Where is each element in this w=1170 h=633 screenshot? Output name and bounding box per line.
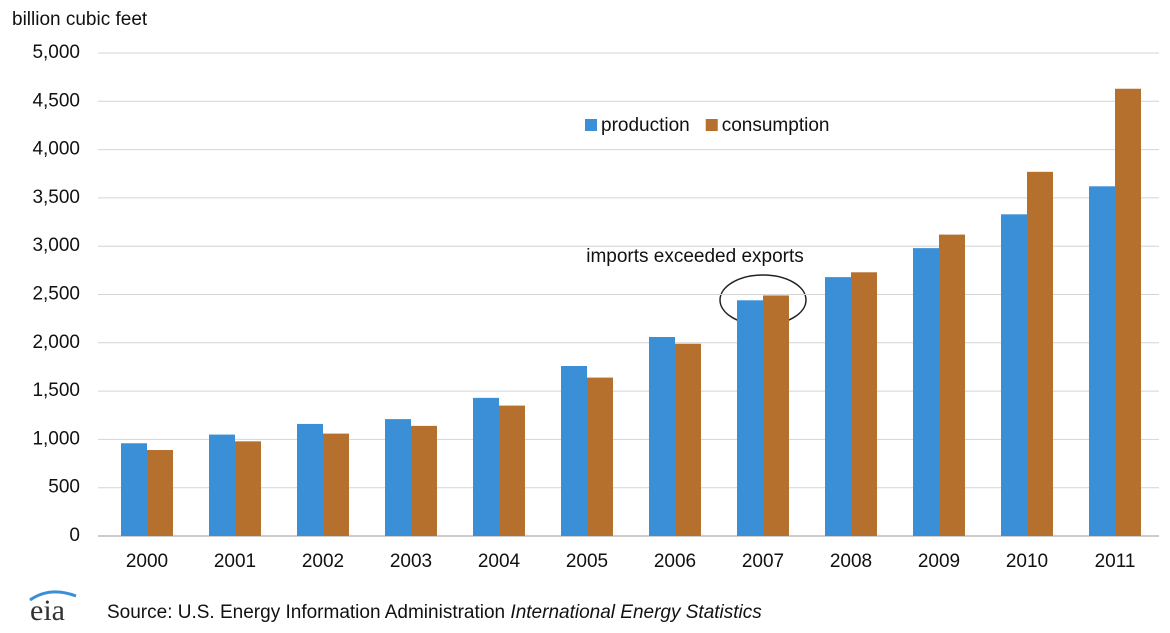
- bar: [1027, 171, 1053, 536]
- bar: [561, 365, 587, 536]
- bar: [737, 300, 763, 536]
- bar: [851, 272, 877, 536]
- x-tick-label: 2010: [1006, 551, 1048, 572]
- bar: [1115, 88, 1141, 536]
- y-tick-label: 2,500: [32, 284, 80, 305]
- bar: [411, 425, 437, 536]
- x-tick-label: 2007: [742, 551, 784, 572]
- bar: [1001, 214, 1027, 536]
- bar: [825, 277, 851, 536]
- x-tick-label: 2000: [126, 551, 168, 572]
- bar: [297, 423, 323, 536]
- bar: [649, 337, 675, 536]
- x-tick-label: 2006: [654, 551, 696, 572]
- legend-label: production: [601, 115, 690, 136]
- y-tick-label: 4,000: [32, 139, 80, 160]
- y-tick-label: 5,000: [32, 42, 80, 63]
- bar: [587, 377, 613, 536]
- x-tick-label: 2004: [478, 551, 521, 572]
- x-tick-label: 2003: [390, 551, 432, 572]
- y-tick-label: 0: [69, 525, 80, 546]
- x-tick-label: 2008: [830, 551, 872, 572]
- legend-swatch: [585, 119, 597, 131]
- bar: [763, 295, 789, 536]
- x-tick-label: 2005: [566, 551, 608, 572]
- bar: [913, 248, 939, 536]
- bar: [1089, 186, 1115, 537]
- bar: [121, 443, 147, 536]
- y-tick-label: 4,500: [32, 90, 80, 111]
- x-tick-label: 2009: [918, 551, 960, 572]
- source: Source: U.S. Energy Information Administ…: [107, 602, 762, 623]
- x-tick-label: 2011: [1095, 551, 1136, 572]
- bar: [675, 343, 701, 536]
- bar: [235, 441, 261, 536]
- legend-swatch: [705, 119, 718, 131]
- bar: [499, 405, 525, 536]
- y-tick-label: 1,000: [32, 428, 80, 449]
- x-tick-label: 2001: [214, 551, 256, 572]
- y-tick-label: 500: [48, 477, 80, 498]
- source-text: Source: U.S. Energy Information Administ…: [107, 602, 505, 623]
- bar: [147, 450, 173, 536]
- annotation: imports exceeded exports: [586, 246, 804, 267]
- logo: eia: [30, 594, 65, 627]
- bar: [323, 433, 349, 536]
- y-tick-label: 3,500: [32, 187, 80, 208]
- y-axis-label: billion cubic feet: [12, 9, 148, 30]
- source-title: International Energy Statistics: [510, 602, 762, 623]
- y-tick-label: 2,000: [32, 332, 80, 353]
- y-tick-label: 1,500: [32, 380, 80, 401]
- bar: [209, 434, 235, 536]
- bar: [385, 419, 411, 536]
- y-tick-label: 3,000: [32, 235, 80, 256]
- logo-swoosh: [29, 590, 77, 602]
- bar: [939, 234, 965, 536]
- legend-label: consumption: [722, 115, 830, 136]
- bar: [473, 397, 499, 536]
- x-tick-label: 2002: [302, 551, 344, 572]
